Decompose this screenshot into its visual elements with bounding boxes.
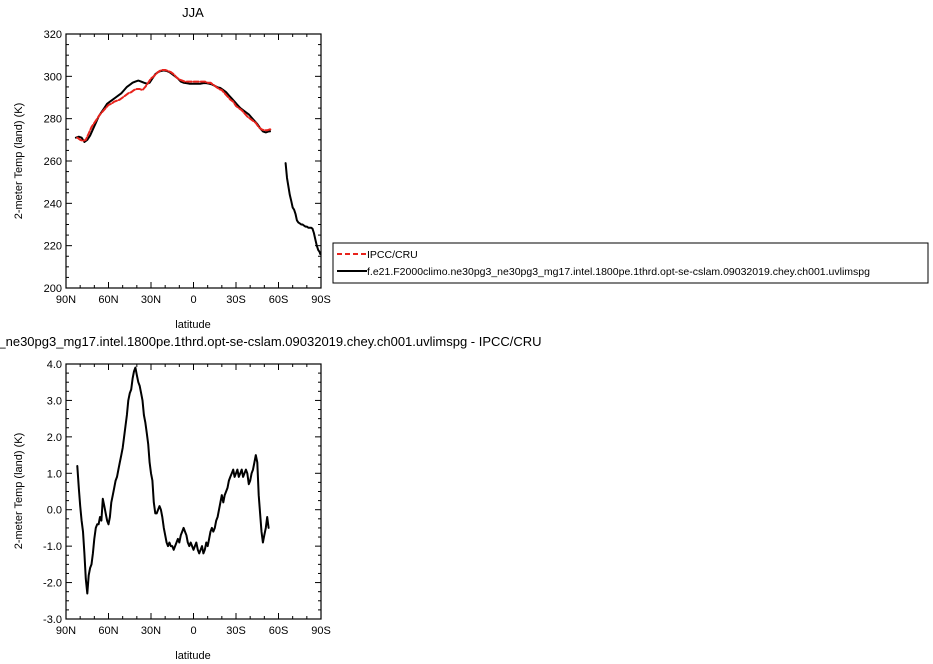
- y-tick-label: 300: [44, 71, 62, 83]
- x-tick-label: 90S: [311, 625, 331, 637]
- series-line-cru: [76, 69, 273, 142]
- x-tick-label: 90N: [56, 625, 76, 637]
- legend-frame: [332, 242, 929, 284]
- y-tick-label: 1.0: [47, 468, 62, 480]
- plot-frame: [65, 363, 322, 620]
- y-axis-label: 2-meter Temp (land) (K): [13, 433, 25, 550]
- plot-frame: [65, 33, 322, 289]
- y-tick-label: 2.0: [47, 432, 62, 444]
- x-tick-label: 60S: [269, 294, 289, 306]
- y-tick-label: -1.0: [43, 541, 62, 553]
- y-tick-label: -2.0: [43, 578, 62, 590]
- series-line-model: [76, 366, 270, 595]
- y-tick-label: 260: [44, 156, 62, 168]
- legend-label-model: f.e21.F2000climo.ne30pg3_ne30pg3_mg17.in…: [367, 266, 870, 278]
- ticks-layer: 90N 60N 30N 0 30S 60S 90S 200 220 240 260 280 300 320: [44, 29, 331, 306]
- difference-panel: f.e21.F2000climo.ne30pg3_ne30pg3_mg17.in…: [0, 334, 542, 662]
- x-tick-label: 60N: [98, 294, 118, 306]
- series-line-model: [284, 162, 322, 256]
- x-tick-label: 30S: [226, 625, 246, 637]
- chart-title: JJA: [182, 5, 204, 20]
- series-layer: [76, 366, 270, 595]
- y-tick-label: 3.0: [47, 395, 62, 407]
- legend-label-cru: IPCC/CRU: [367, 249, 418, 261]
- series-layer: [74, 69, 322, 256]
- y-tick-label: 280: [44, 114, 62, 126]
- chart-title: f.e21.F2000climo.ne30pg3_ne30pg3_mg17.in…: [0, 334, 542, 349]
- x-tick-label: 0: [190, 625, 196, 637]
- y-tick-label: 4.0: [47, 359, 62, 371]
- x-tick-label: 30N: [141, 294, 161, 306]
- temperature-panel: JJA 90N 60N 30N 0 30S 60S 90S 200 220 240 260 280 30…: [13, 5, 331, 331]
- series-line-model: [74, 69, 271, 143]
- ticks-layer: 90N 60N 30N 0 30S 60S 90S -3.0 -2.0 -1.0 0.0 1.0 2.0…: [43, 359, 331, 637]
- x-tick-label: 30N: [141, 625, 161, 637]
- y-tick-label: -3.0: [43, 614, 62, 626]
- x-tick-label: 30S: [226, 294, 246, 306]
- x-tick-label: 90S: [311, 294, 331, 306]
- y-tick-label: 200: [44, 283, 62, 295]
- x-axis-label: latitude: [175, 650, 210, 662]
- x-tick-label: 90N: [56, 294, 76, 306]
- legend: IPCC/CRU f.e21.F2000climo.ne30pg3_ne30pg…: [332, 242, 929, 284]
- y-tick-label: 240: [44, 198, 62, 210]
- x-axis-label: latitude: [175, 319, 210, 331]
- y-tick-label: 0.0: [47, 505, 62, 517]
- x-tick-label: 60S: [269, 625, 289, 637]
- x-tick-label: 0: [190, 294, 196, 306]
- x-tick-label: 60N: [98, 625, 118, 637]
- y-axis-label: 2-meter Temp (land) (K): [13, 103, 25, 220]
- y-tick-label: 320: [44, 29, 62, 41]
- y-tick-label: 220: [44, 241, 62, 253]
